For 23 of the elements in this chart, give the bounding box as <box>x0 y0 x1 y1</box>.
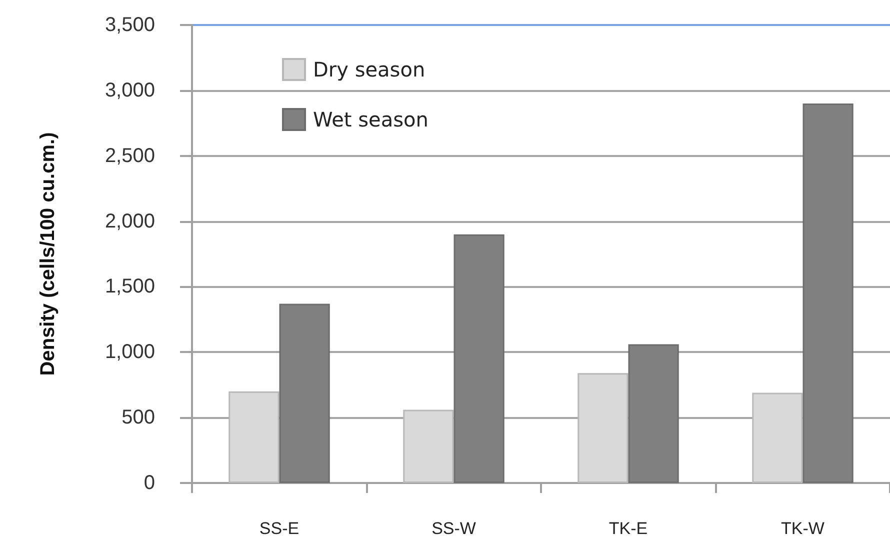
bar <box>802 104 854 483</box>
x-tick-label: TK-E <box>608 519 648 538</box>
y-tick-label: 500 <box>122 406 155 429</box>
x-tick-label: SS-W <box>432 519 476 538</box>
x-tick-label: TK-W <box>781 519 824 538</box>
y-tick-label: 0 <box>144 472 155 494</box>
bar <box>578 373 628 483</box>
y-axis-title: Density (cells/100 cu.cm.) <box>37 132 59 376</box>
y-tick-label: 1,500 <box>104 276 155 298</box>
bar <box>403 410 454 483</box>
bar <box>228 391 280 483</box>
bar <box>628 344 679 483</box>
y-tick-label: 3,000 <box>104 79 155 102</box>
y-tick-label: 2,000 <box>104 210 155 232</box>
y-tick-label: 2,500 <box>104 144 155 167</box>
legend-label: Wet season <box>313 108 428 132</box>
bar <box>279 304 330 483</box>
y-tick-label: 1,000 <box>104 341 155 364</box>
x-tick-label: SS-E <box>259 519 300 538</box>
bar <box>752 392 803 483</box>
y-tick-label: 3,500 <box>104 14 155 36</box>
bar <box>454 234 504 483</box>
legend-label: Dry season <box>313 58 426 82</box>
